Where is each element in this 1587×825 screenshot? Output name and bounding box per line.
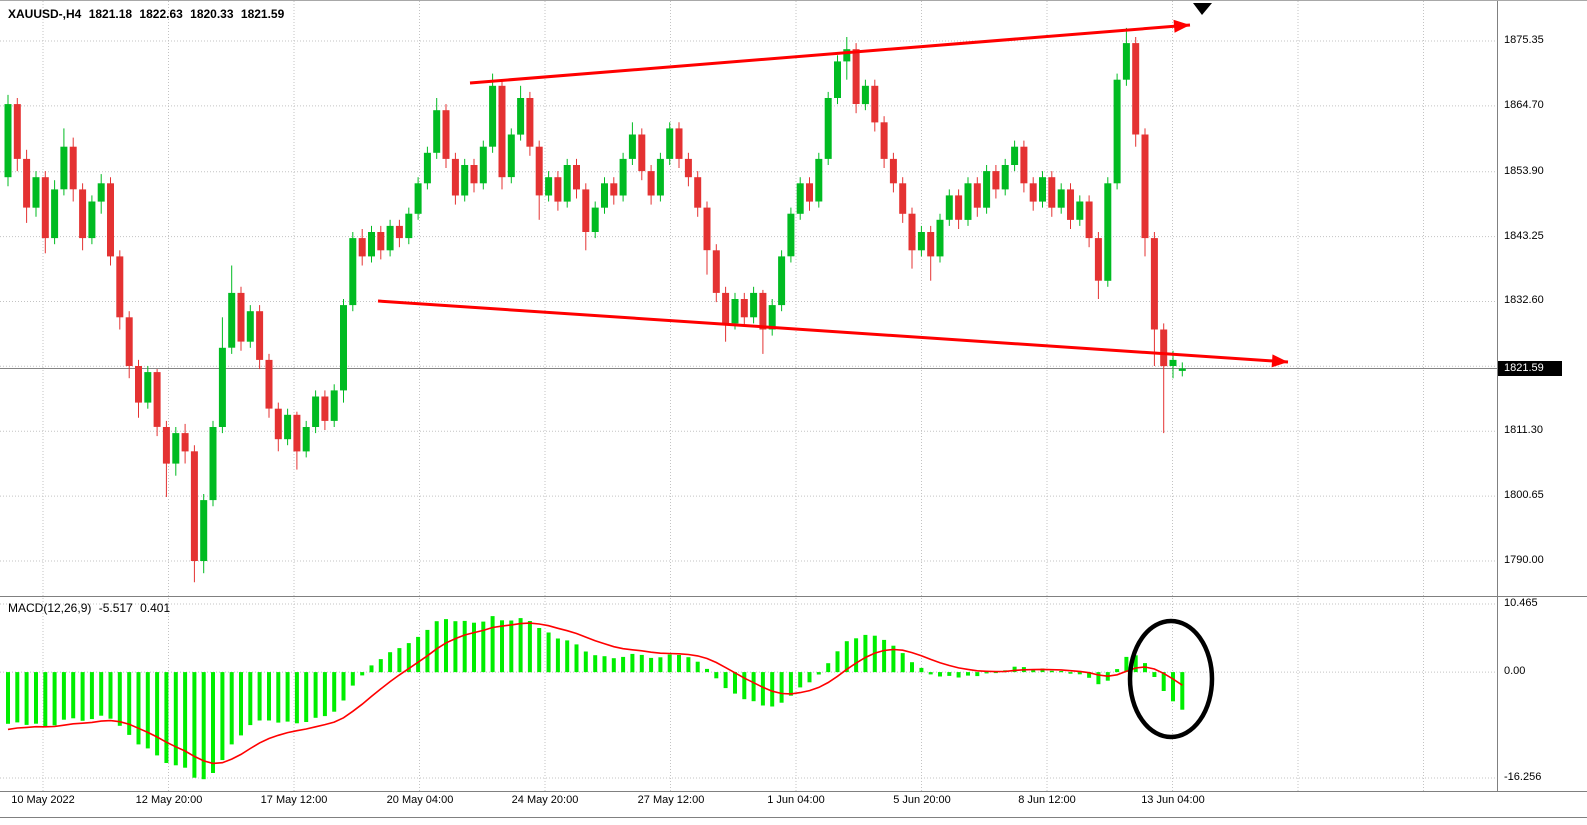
macd-name: MACD(12,26,9) [8, 601, 92, 615]
trendline-annotations[interactable] [377, 19, 1289, 368]
ellipse-annotation[interactable] [1127, 618, 1215, 740]
price-axis-label: 1790.00 [1504, 554, 1544, 566]
time-axis-label: 24 May 20:00 [511, 794, 579, 806]
time-axis-label: 5 Jun 20:00 [893, 794, 951, 806]
time-axis-label: 10 May 2022 [11, 794, 75, 806]
arrow-down-icon[interactable] [1193, 3, 1212, 15]
price-axis-label: 1875.35 [1504, 34, 1544, 46]
time-axis-label: 20 May 04:00 [386, 794, 454, 806]
price-axis-label: 1864.70 [1504, 99, 1544, 111]
time-axis-label: 13 Jun 04:00 [1141, 794, 1205, 806]
price-axis-label: 1843.25 [1504, 230, 1544, 242]
macd-signal-value: 0.401 [140, 601, 171, 615]
open-value: 1821.18 [88, 7, 133, 21]
symbol-timeframe-label: XAUUSD-,H4 [8, 7, 82, 21]
ohlc-header: XAUUSD-,H4 1821.18 1822.63 1820.33 1821.… [8, 7, 288, 21]
time-axis-label: 1 Jun 04:00 [767, 794, 825, 806]
gridlines [0, 1, 1497, 791]
time-axis-label: 27 May 12:00 [637, 794, 705, 806]
macd-indicator [6, 616, 1185, 780]
close-value: 1821.59 [240, 7, 285, 21]
macd-axis-label: 0.00 [1504, 665, 1526, 677]
current-price-value: 1821.59 [1504, 362, 1544, 374]
price-axis-label: 1853.90 [1504, 165, 1544, 177]
low-value: 1820.33 [190, 7, 234, 21]
price-axis-label: 1800.65 [1504, 489, 1544, 501]
price-axis-label: 1832.60 [1504, 294, 1544, 306]
candlesticks [4, 27, 1186, 583]
high-value: 1822.63 [139, 7, 183, 21]
price-axis-label: 1811.30 [1504, 424, 1543, 436]
time-axis-label: 17 May 12:00 [260, 794, 328, 806]
macd-value: -5.517 [98, 601, 133, 615]
macd-indicator-label: MACD(12,26,9) -5.517 0.401 [8, 601, 174, 615]
time-axis-label: 12 May 20:00 [135, 794, 203, 806]
price-axis[interactable]: 1875.35 1864.70 1853.90 1843.25 1832.60 1811.… [1497, 1, 1587, 791]
time-axis[interactable]: 10 May 2022 12 May 20:00 17 May 12:00 20 Ma… [0, 794, 1497, 814]
current-price-box: 1821.59 [1498, 361, 1562, 376]
time-axis-label: 8 Jun 12:00 [1018, 794, 1076, 806]
macd-axis-label: 10.465 [1504, 597, 1538, 609]
macd-axis-label: -16.256 [1504, 771, 1542, 783]
